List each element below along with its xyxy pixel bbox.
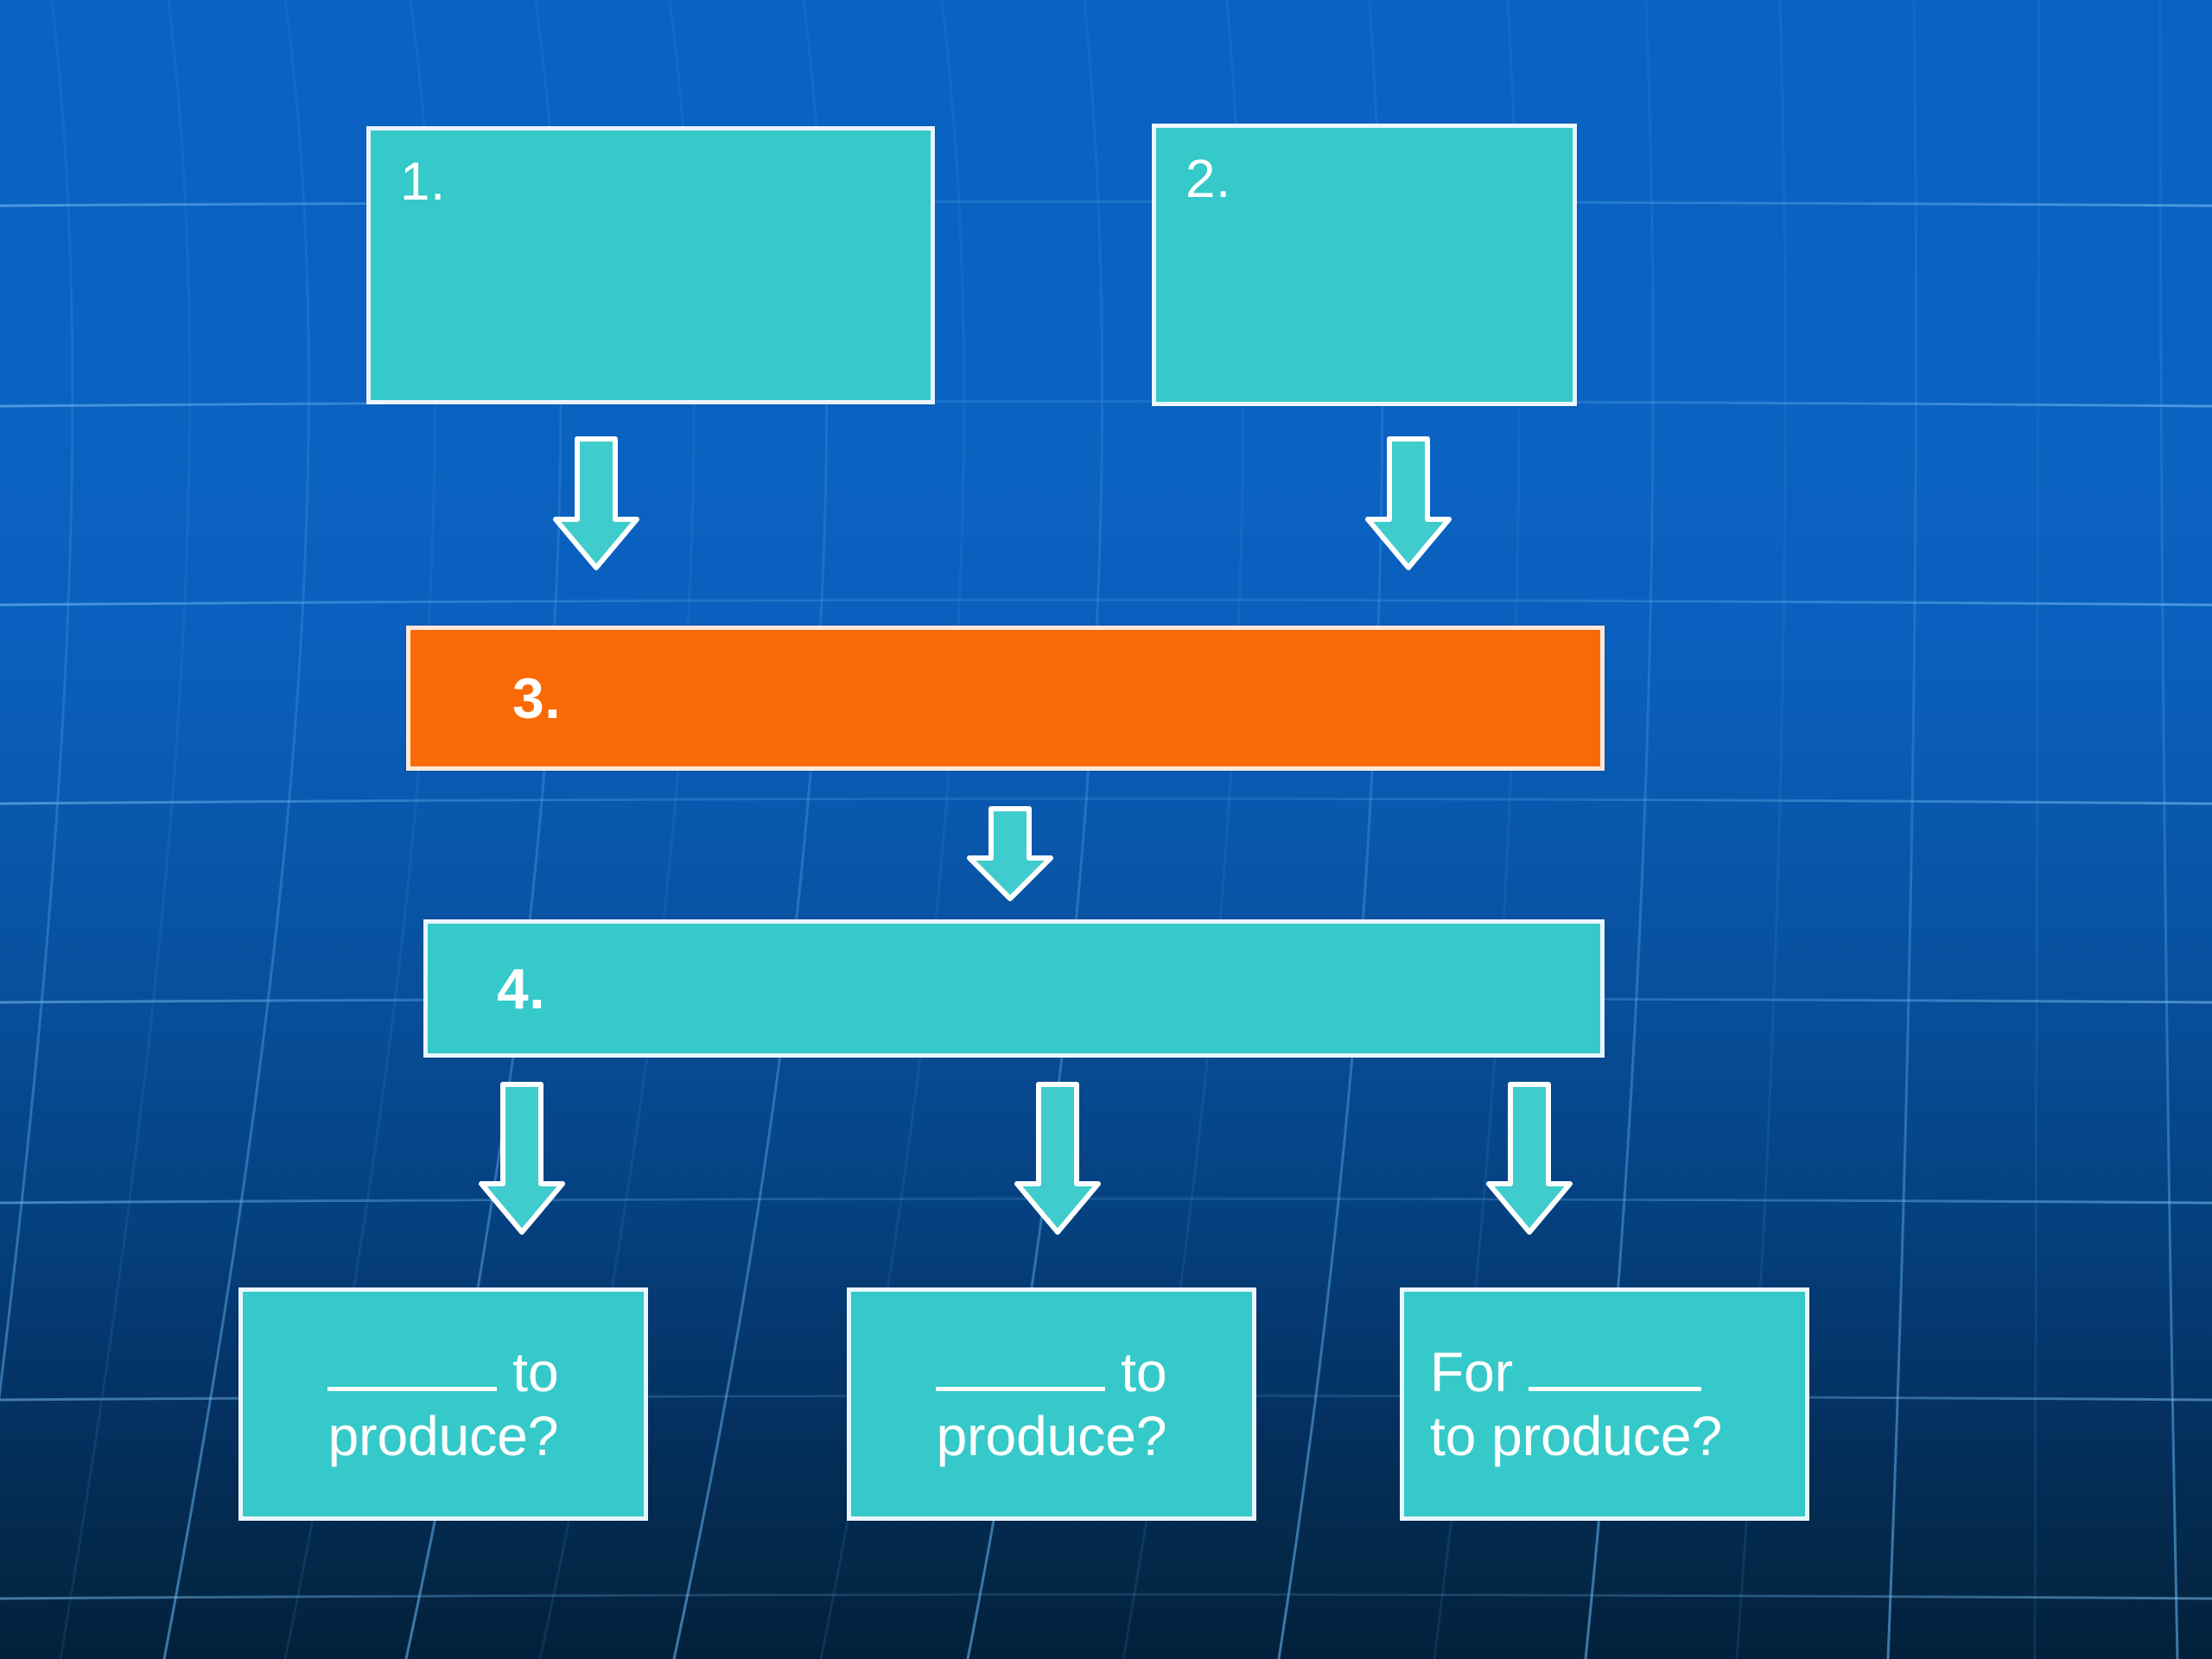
arrow-box1-to-box3 <box>551 436 641 573</box>
node-question-3-line2: to produce? <box>1430 1405 1723 1467</box>
node-box-2-label: 2. <box>1185 149 1231 209</box>
blank-line-1 <box>327 1386 498 1391</box>
node-box-3-label: 3. <box>512 665 562 730</box>
node-question-1[interactable]: to produce? <box>238 1287 648 1521</box>
node-question-2[interactable]: to produce? <box>847 1287 1256 1521</box>
arrow-box3-to-box4 <box>965 806 1055 903</box>
blank-line-2 <box>936 1386 1106 1391</box>
node-question-1-line2: produce? <box>327 1405 559 1467</box>
node-question-3-text: For to produce? <box>1404 1340 1805 1468</box>
arrow-box4-to-q3 <box>1484 1082 1574 1237</box>
arrow-box2-to-box3 <box>1363 436 1453 573</box>
node-question-2-line1-suffix: to <box>1121 1340 1167 1403</box>
node-question-2-text: to produce? <box>922 1340 1180 1468</box>
node-question-3[interactable]: For to produce? <box>1400 1287 1809 1521</box>
node-question-1-text: to produce? <box>314 1340 572 1468</box>
node-box-1-label: 1. <box>400 152 446 212</box>
node-question-2-line2: produce? <box>936 1405 1167 1467</box>
arrow-box4-to-q1 <box>477 1082 567 1237</box>
node-box-2[interactable]: 2. <box>1152 124 1577 406</box>
node-question-3-line1-prefix: For <box>1430 1340 1513 1403</box>
node-question-1-line1-suffix: to <box>512 1340 559 1403</box>
node-box-4-label: 4. <box>497 956 546 1020</box>
blank-line-3 <box>1528 1386 1701 1391</box>
node-box-1[interactable]: 1. <box>366 126 935 404</box>
node-box-3[interactable]: 3. <box>406 626 1605 771</box>
node-box-4[interactable]: 4. <box>423 919 1605 1058</box>
arrow-box4-to-q2 <box>1013 1082 1103 1237</box>
